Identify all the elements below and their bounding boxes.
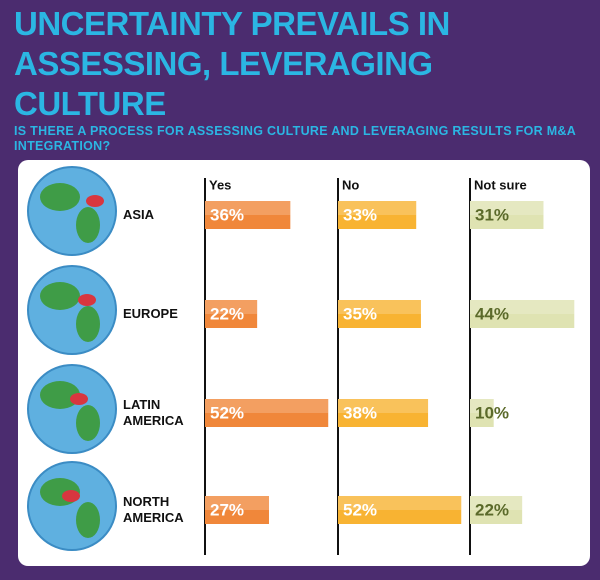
value-label: 36% xyxy=(210,205,244,224)
column-header: No xyxy=(342,177,359,192)
bar xyxy=(338,496,462,524)
region-label: EUROPE xyxy=(123,306,178,321)
bar xyxy=(338,399,429,427)
bar xyxy=(205,300,258,328)
bar xyxy=(205,201,291,229)
globe-land xyxy=(76,405,100,441)
bar-highlight xyxy=(470,300,575,314)
column-header: Yes xyxy=(209,177,231,192)
chart-title: UNCERTAINTY PREVAILS IN ASSESSING, LEVER… xyxy=(14,5,450,122)
panel xyxy=(18,160,590,566)
globe-land xyxy=(76,502,100,538)
globe-land xyxy=(40,381,80,409)
bar-highlight xyxy=(205,399,329,413)
value-label: 52% xyxy=(210,403,244,422)
region-label: LATIN AMERICA xyxy=(123,397,184,428)
value-label: 44% xyxy=(475,304,509,323)
globe xyxy=(27,364,117,454)
bar xyxy=(470,399,494,427)
bar xyxy=(470,300,575,328)
globe-land xyxy=(78,294,96,306)
bar-highlight xyxy=(470,496,523,510)
value-label: 38% xyxy=(343,403,377,422)
globe-land xyxy=(62,490,80,502)
globe-land xyxy=(70,393,88,405)
column-header: Not sure xyxy=(474,177,527,192)
bar-highlight xyxy=(205,201,291,215)
bar-highlight xyxy=(470,399,494,413)
globe-land xyxy=(40,183,80,211)
value-label: 33% xyxy=(343,205,377,224)
bar-highlight xyxy=(470,201,544,215)
value-label: 22% xyxy=(475,500,509,519)
region-label: NORTH AMERICA xyxy=(123,494,184,525)
bar-highlight xyxy=(338,496,462,510)
value-label: 35% xyxy=(343,304,377,323)
region-label: ASIA xyxy=(123,207,155,222)
bar xyxy=(205,496,269,524)
globe xyxy=(27,461,117,551)
bar-highlight xyxy=(205,496,269,510)
value-label: 22% xyxy=(210,304,244,323)
value-label: 52% xyxy=(343,500,377,519)
bar xyxy=(470,496,523,524)
globe-land xyxy=(40,282,80,310)
chart-subtitle: IS THERE A PROCESS FOR ASSESSING CULTURE… xyxy=(14,124,576,153)
globe-land xyxy=(76,306,100,342)
globe xyxy=(27,166,117,256)
bar xyxy=(205,399,329,427)
globe-land xyxy=(86,195,104,207)
bar-highlight xyxy=(205,300,258,314)
bar xyxy=(338,201,417,229)
globe xyxy=(27,265,117,355)
value-label: 27% xyxy=(210,500,244,519)
value-label: 31% xyxy=(475,205,509,224)
bar-highlight xyxy=(338,201,417,215)
value-label: 10% xyxy=(475,403,509,422)
bar xyxy=(338,300,421,328)
bar-highlight xyxy=(338,399,429,413)
bar xyxy=(470,201,544,229)
globe-land xyxy=(76,207,100,243)
bar-highlight xyxy=(338,300,421,314)
